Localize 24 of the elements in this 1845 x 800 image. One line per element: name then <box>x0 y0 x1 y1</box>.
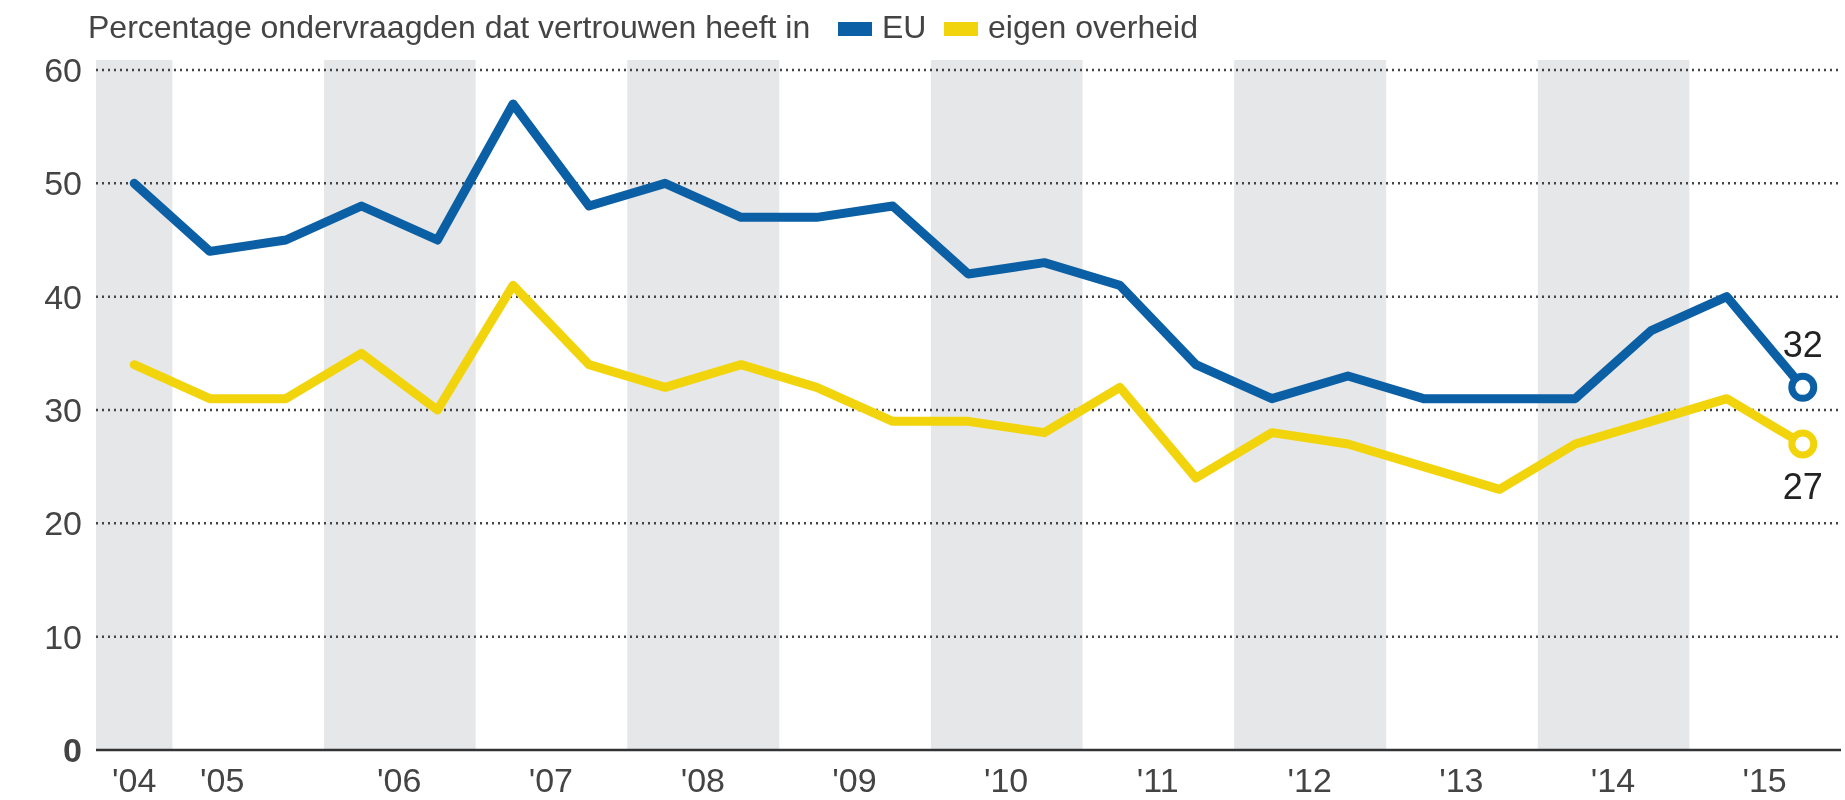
x-tick-label: '07 <box>528 761 573 799</box>
data-label: 27 <box>1782 466 1823 507</box>
x-tick-label: '15 <box>1742 761 1787 799</box>
x-tick-label: '14 <box>1590 761 1636 799</box>
legend-label: EU <box>882 9 927 45</box>
y-tick-label: 20 <box>44 504 82 543</box>
y-tick-label: 30 <box>44 391 82 429</box>
x-tick-label: '09 <box>832 761 877 799</box>
y-tick-label: 40 <box>44 277 82 316</box>
x-tick-label: '10 <box>983 761 1029 799</box>
x-tick-label: '05 <box>200 761 245 799</box>
x-tick-label: '06 <box>377 761 422 799</box>
x-tick-label: '11 <box>1136 761 1179 799</box>
x-tick-label: '08 <box>680 761 726 799</box>
y-tick-label: 60 <box>44 51 82 89</box>
x-tick-label: '13 <box>1439 761 1484 799</box>
x-tick-label: '12 <box>1287 761 1332 799</box>
data-label: 32 <box>1782 324 1823 366</box>
x-tick-label: '04 <box>112 761 157 799</box>
y-tick-label: 50 <box>44 164 82 203</box>
y-tick-label: 0 <box>63 731 82 769</box>
chart-title: Percentage ondervraagden dat vertrouwen heeft in <box>88 9 811 45</box>
y-tick-label: 10 <box>44 617 82 656</box>
legend-label: eigen overheid <box>988 9 1198 45</box>
